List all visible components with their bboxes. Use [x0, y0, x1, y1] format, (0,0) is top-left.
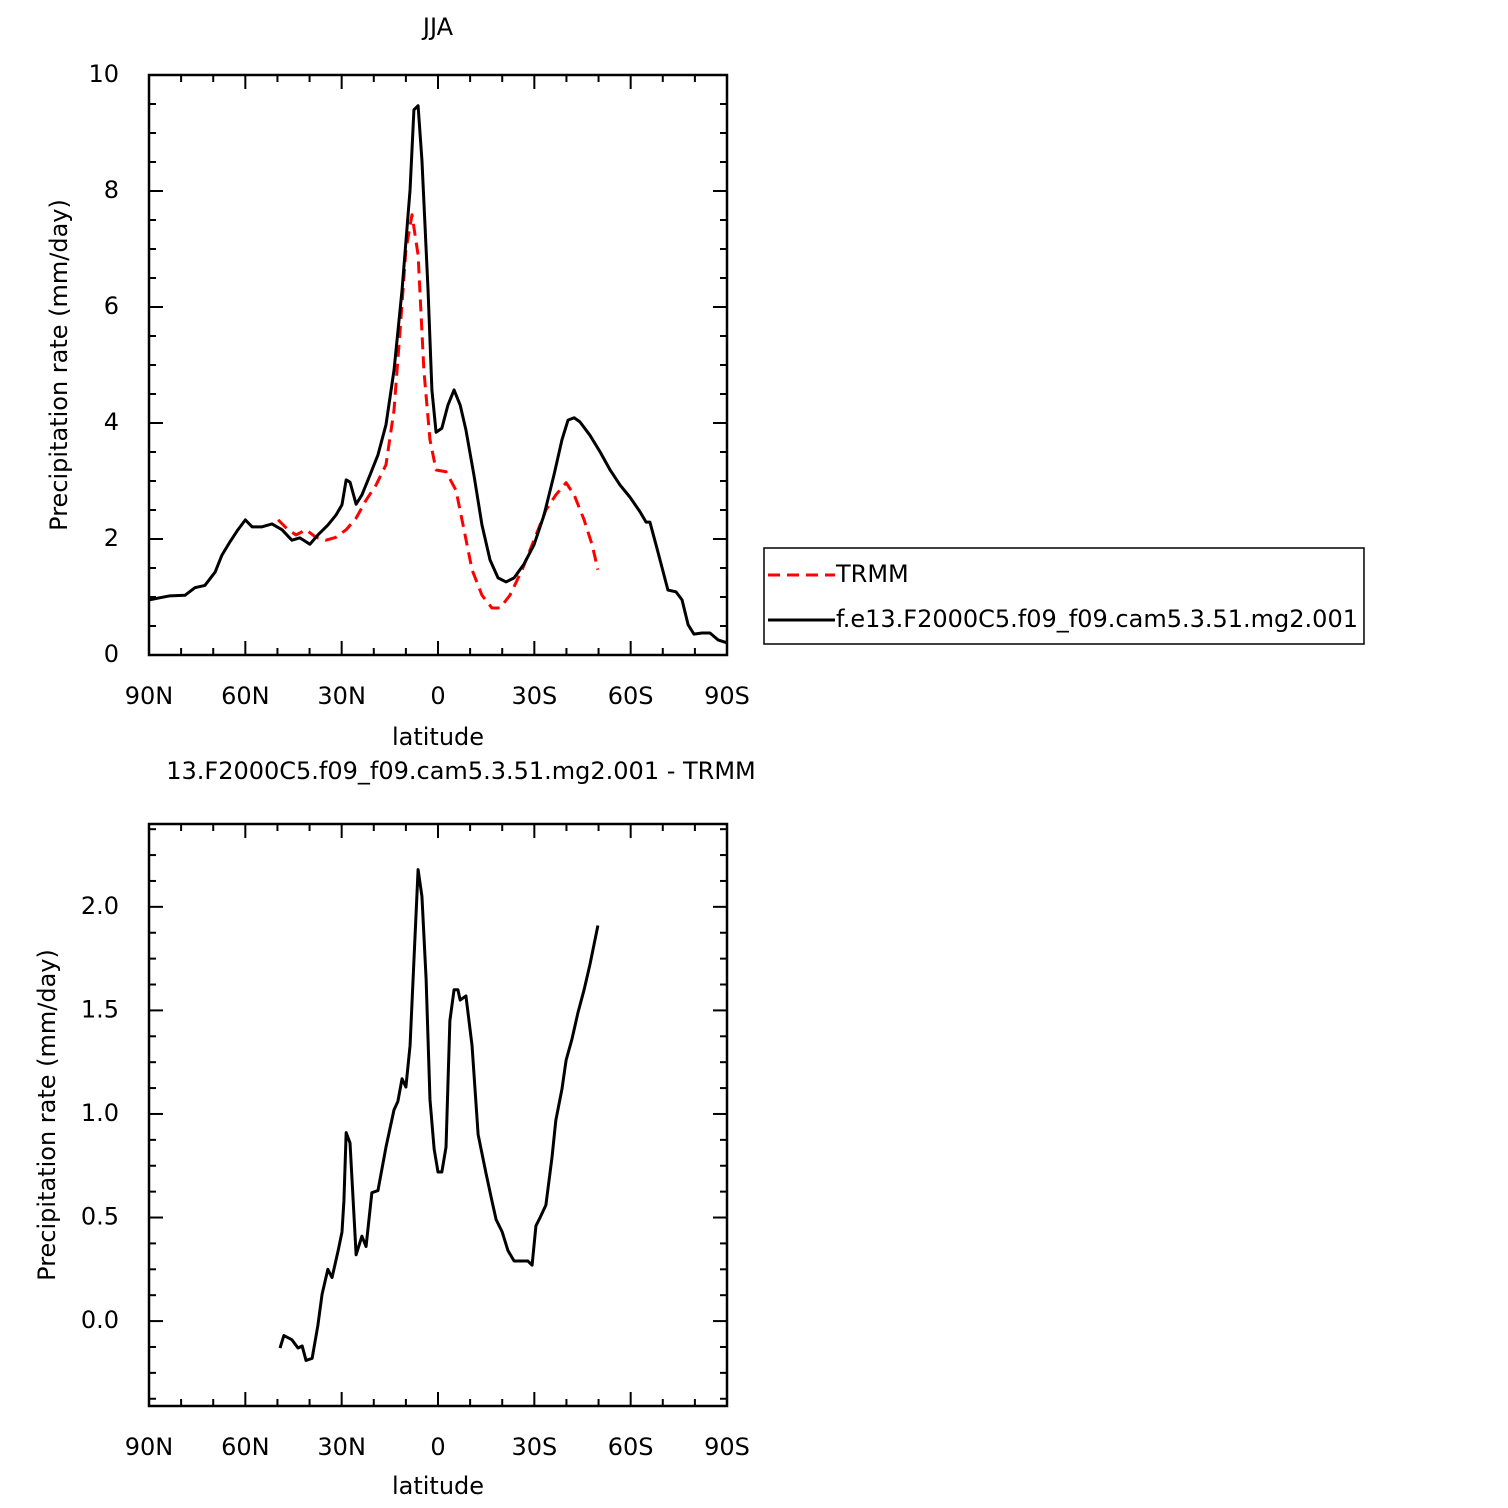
- y-tick-label: 0.0: [81, 1306, 119, 1334]
- y-tick-label: 1.5: [81, 995, 119, 1023]
- data-line: [278, 868, 600, 1362]
- x-axis-label: latitude: [392, 1472, 484, 1500]
- legend: TRMM f.e13.F2000C5.f09_f09.cam5.3.51.mg2.…: [763, 547, 1365, 645]
- y-axis-label: Precipitation rate (mm/day): [33, 949, 61, 1281]
- y-tick-label: 10: [88, 60, 119, 88]
- y-tick-label: 4: [104, 408, 119, 436]
- x-tick-label: 30S: [511, 1433, 557, 1461]
- legend-label: f.e13.F2000C5.f09_f09.cam5.3.51.mg2.001: [836, 605, 1358, 633]
- x-tick-label: 0: [430, 1433, 445, 1461]
- plot-frame: [147, 822, 729, 1408]
- x-tick-label: 60S: [608, 1433, 654, 1461]
- data-line: [277, 213, 600, 610]
- x-tick-label: 60N: [221, 1433, 270, 1461]
- y-tick-label: 2: [104, 524, 119, 552]
- x-tick-label: 90S: [704, 682, 750, 710]
- chart-title: JJA: [421, 13, 454, 41]
- x-tick-label: 60N: [221, 682, 270, 710]
- x-tick-label: 30N: [317, 1433, 366, 1461]
- y-tick-label: 6: [104, 292, 119, 320]
- chart-title: 13.F2000C5.f09_f09.cam5.3.51.mg2.001 - T…: [166, 757, 756, 785]
- y-tick-label: 1.0: [81, 1099, 119, 1127]
- panel: JJA latitude Precipitation rate (mm/day) 90…: [45, 13, 1365, 751]
- y-tick-label: 0: [104, 640, 119, 668]
- legend-box: [763, 547, 1365, 645]
- x-tick-label: 90S: [704, 1433, 750, 1461]
- data-line: [148, 104, 728, 645]
- y-tick-label: 8: [104, 176, 119, 204]
- x-tick-label: 30S: [511, 682, 557, 710]
- legend-label: TRMM: [835, 560, 909, 588]
- panel: 13.F2000C5.f09_f09.cam5.3.51.mg2.001 - T…: [33, 757, 756, 1500]
- x-axis-label: latitude: [392, 723, 484, 751]
- y-tick-label: 2.0: [81, 892, 119, 920]
- y-tick-label: 0.5: [81, 1203, 119, 1231]
- x-tick-label: 90N: [125, 1433, 174, 1461]
- x-tick-label: 60S: [608, 682, 654, 710]
- y-axis-label: Precipitation rate (mm/day): [45, 199, 73, 531]
- x-tick-label: 90N: [125, 682, 174, 710]
- x-tick-label: 0: [430, 682, 445, 710]
- plot-frame: [147, 73, 729, 657]
- x-tick-label: 30N: [317, 682, 366, 710]
